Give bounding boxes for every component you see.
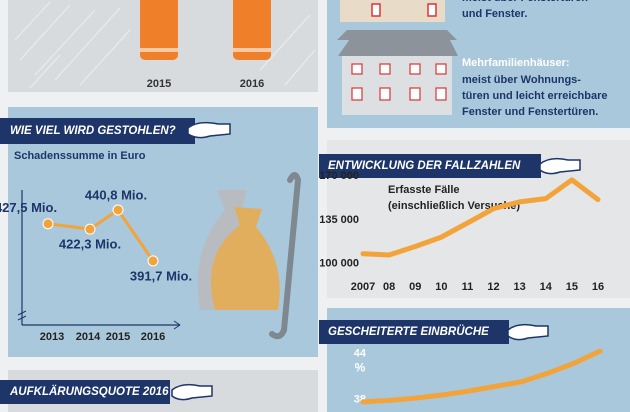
axis-label: (einschließlich Versuche)	[388, 200, 520, 212]
x-tick-label: 11	[462, 281, 474, 293]
house-illustration	[337, 0, 458, 115]
x-tick-label: 2016	[240, 78, 264, 90]
banner	[319, 320, 509, 344]
x-tick-label: 14	[540, 281, 553, 293]
x-tick-label: 12	[487, 281, 499, 293]
banner	[0, 380, 170, 404]
axis-unit: %	[355, 361, 366, 375]
point	[42, 218, 54, 230]
hand-icon	[507, 323, 549, 341]
value-label: 427,5 Mio.	[0, 200, 57, 215]
x-tick-label: 2015	[147, 78, 171, 90]
axis-label: Erfasste Fälle	[388, 184, 460, 196]
x-tick-label: 09	[409, 281, 421, 293]
banner	[319, 154, 541, 178]
line	[46, 208, 155, 263]
value-label: 391,7 Mio.	[130, 268, 192, 283]
hand-icon	[539, 157, 581, 175]
point	[84, 223, 96, 235]
x-tick-label: 10	[435, 281, 447, 293]
house-text: und Fenster.	[462, 8, 527, 20]
bar-stripe	[140, 48, 178, 52]
house-text: meist über Wohnungs-	[462, 74, 581, 86]
panel	[8, 107, 318, 357]
house-heading: Mehrfamilienhäuser:	[462, 57, 570, 69]
panel-title: WIE VIEL WIRD GESTOHLEN?	[10, 125, 176, 137]
x-tick-label: 15	[566, 281, 578, 293]
house-text: türen und leicht erreichbare	[462, 90, 607, 102]
banner	[0, 118, 195, 144]
house-text: meist über Fenstertüren	[462, 0, 588, 4]
x-tick-label: 2016	[141, 331, 165, 343]
y-tick-label: 135 000	[319, 214, 359, 226]
y-tick-label: 170 000	[319, 170, 359, 182]
value-label: 422,3 Mio.	[59, 237, 121, 252]
point	[112, 204, 124, 216]
axis-break	[17, 310, 27, 321]
y-tick-label: 100 000	[319, 258, 359, 270]
panel-title: GESCHEITERTE EINBRÜCHE	[328, 325, 489, 338]
x-tick-label: 13	[514, 281, 526, 293]
hand-icon	[187, 121, 231, 139]
x-tick-label: 2014	[76, 331, 101, 343]
house-text: Fenster und Fenstertüren.	[462, 106, 598, 118]
x-tick-label: 16	[592, 281, 604, 293]
point	[147, 255, 159, 267]
x-tick-label: 08	[383, 281, 395, 293]
axis-arrow	[173, 320, 181, 330]
value-label: 440,8 Mio.	[85, 187, 147, 202]
bar	[140, 0, 178, 60]
bar-stripe	[233, 48, 271, 52]
line	[360, 348, 603, 405]
x-tick-label: 2013	[40, 331, 64, 343]
line	[360, 177, 601, 258]
subtitle: Schadenssumme in Euro	[14, 150, 146, 162]
bar	[233, 0, 271, 60]
crowbar	[269, 172, 302, 340]
bag	[210, 207, 280, 310]
panel-title: ENTWICKLUNG DER FALLZAHLEN	[328, 160, 521, 172]
y-tick-label: 44	[354, 347, 367, 359]
decoration	[14, 1, 316, 89]
panel-title: AUFKLÄRUNGSQUOTE 2016	[9, 385, 169, 398]
x-tick-label: 2007	[351, 281, 375, 293]
x-tick-label: 2015	[106, 331, 130, 343]
hand-icon	[171, 383, 213, 401]
